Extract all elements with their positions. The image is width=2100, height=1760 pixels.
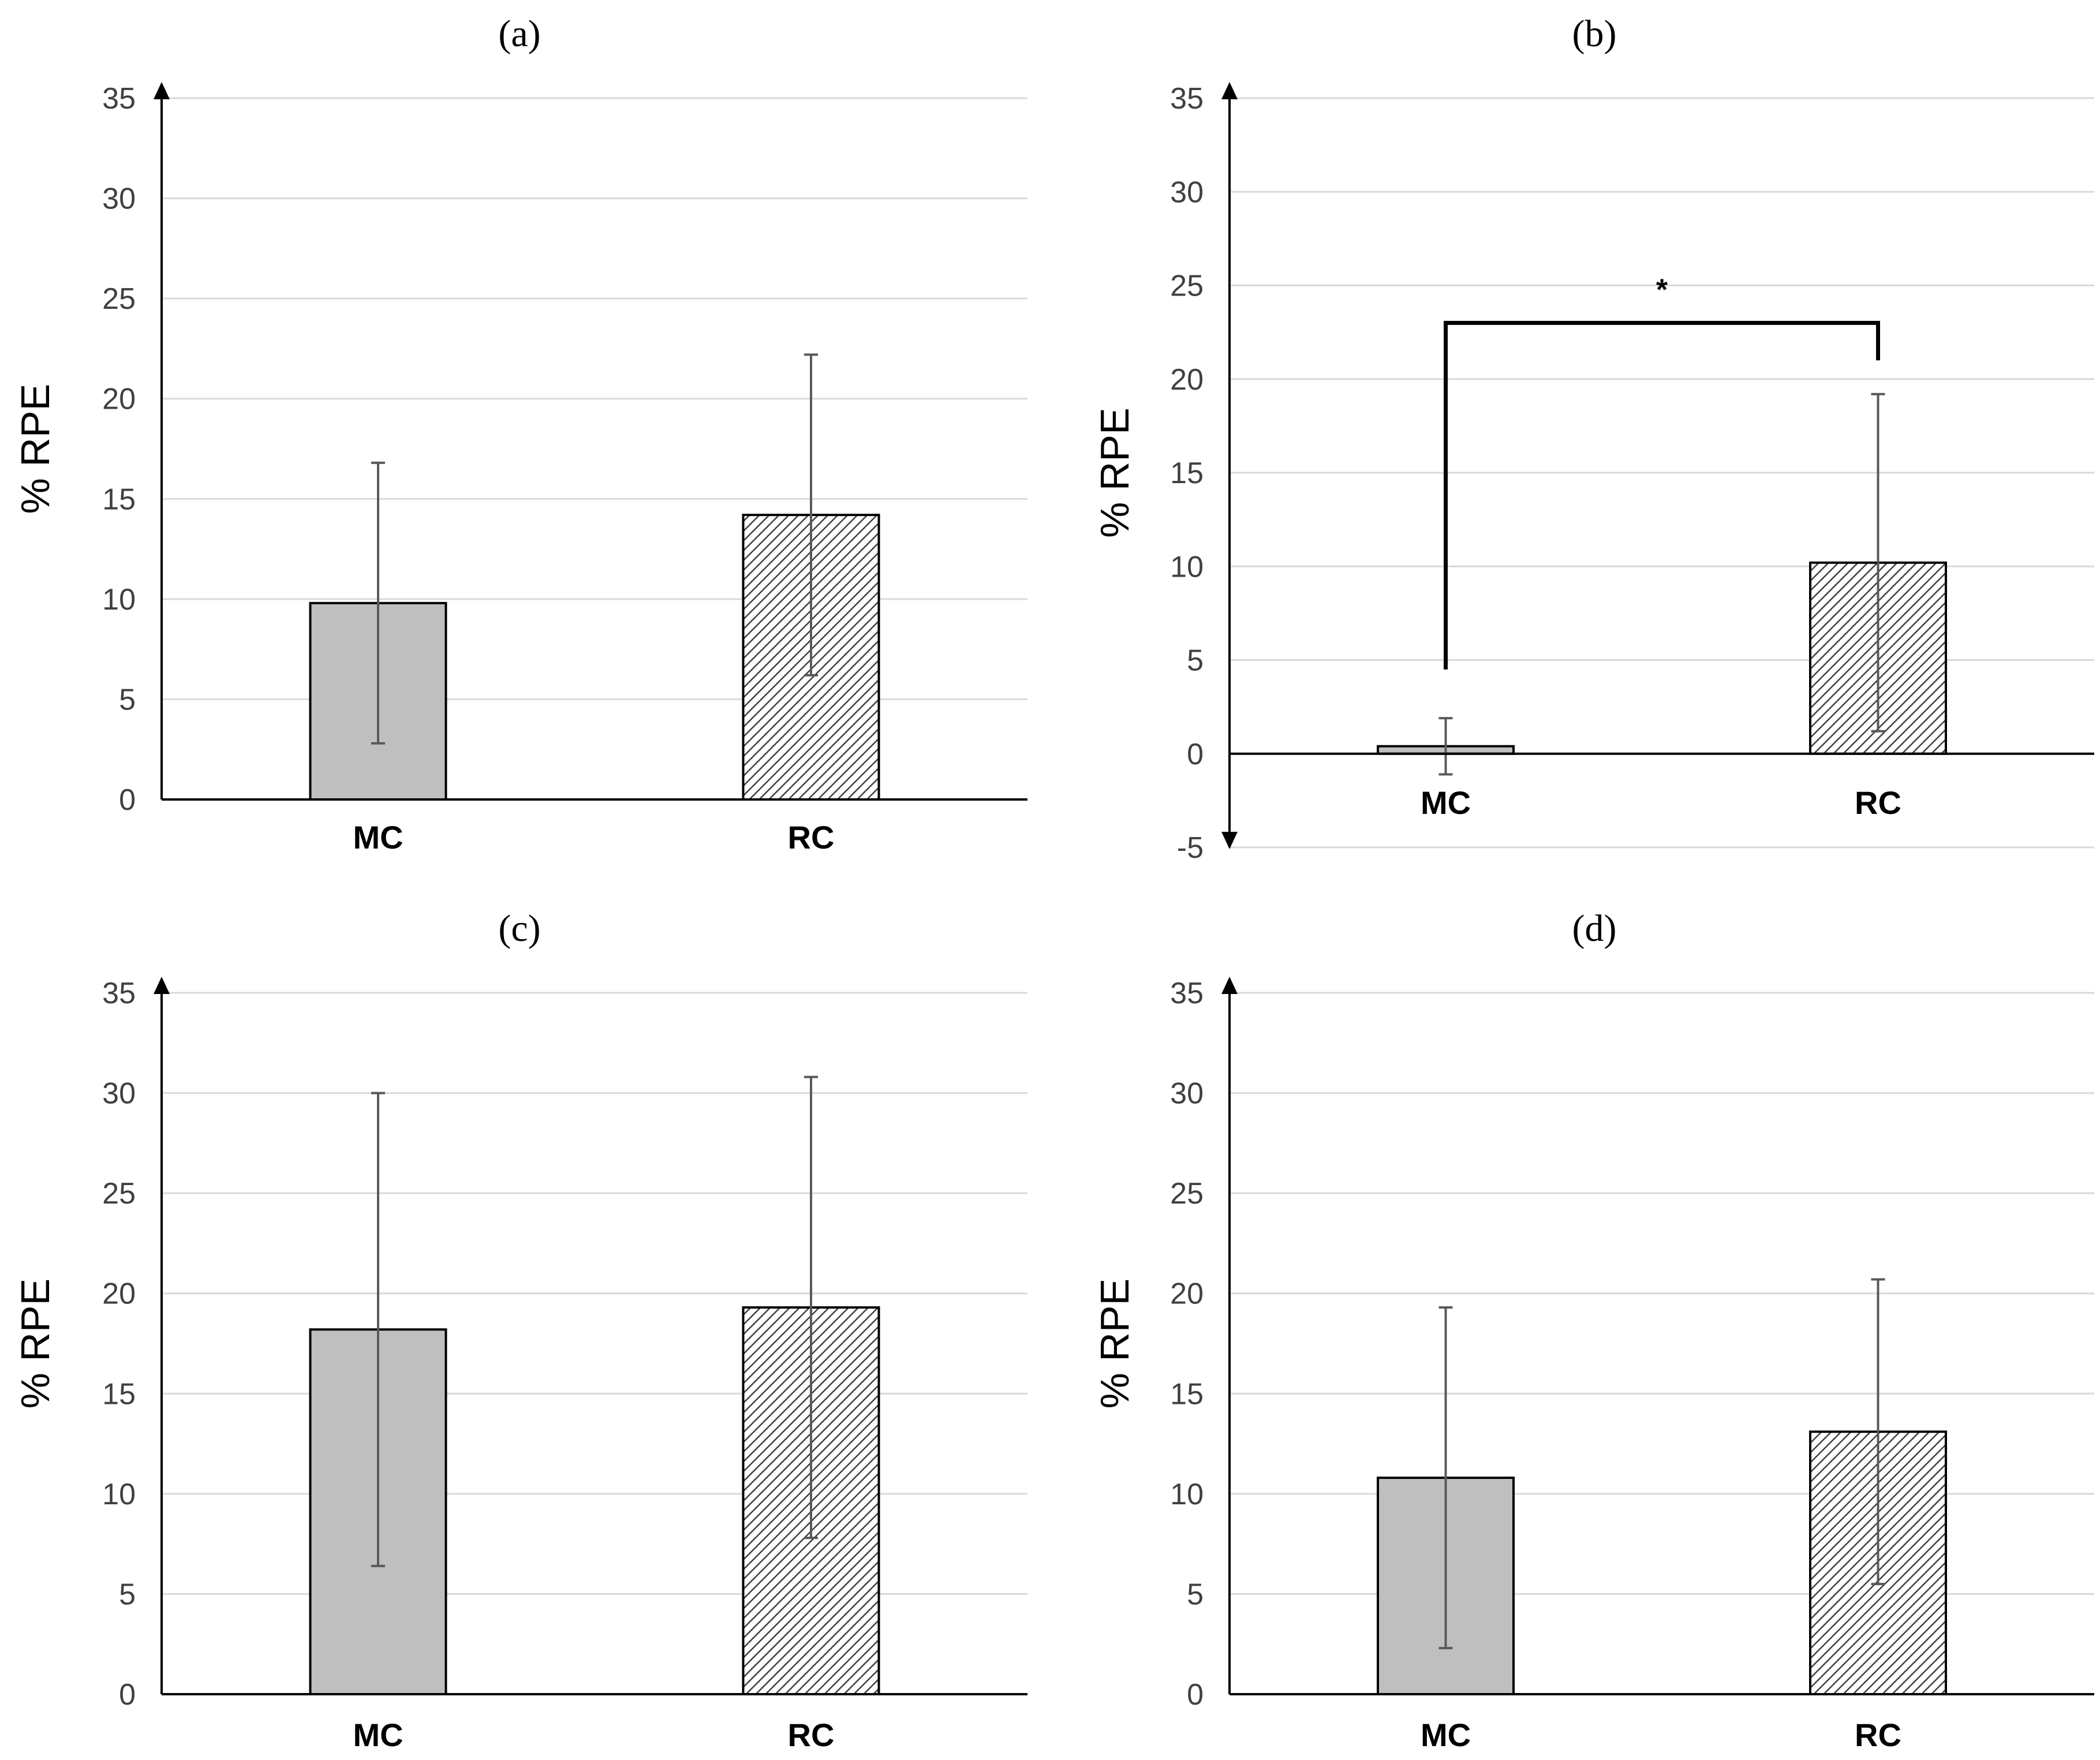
y-tick-label: 20 (1170, 1277, 1204, 1311)
panel-d: (d) 0 5 10 15 20 25 30 35 % RPE MC RC (1092, 907, 2094, 1753)
y-tick-label: 10 (1170, 550, 1204, 584)
y-tick-label: 20 (102, 1277, 136, 1311)
y-tick-label: 5 (119, 683, 136, 716)
y-tick-label: 0 (119, 783, 136, 817)
y-axis-label: % RPE (13, 384, 58, 514)
y-tick-label: 30 (1170, 1077, 1204, 1111)
x-category-label-rc: RC (788, 1717, 835, 1753)
y-axis-arrow-up (154, 82, 170, 99)
y-axis-label: % RPE (1092, 1279, 1137, 1409)
y-tick-label: 35 (102, 82, 136, 115)
x-category-label-mc: MC (353, 1717, 403, 1753)
y-axis-label: % RPE (1092, 408, 1137, 538)
y-tick-label: 25 (102, 1177, 136, 1210)
y-tick-label: 20 (1170, 363, 1204, 397)
y-tick-label: 25 (1170, 1177, 1204, 1210)
y-tick-label: 25 (1170, 270, 1204, 303)
y-tick-label: 0 (119, 1678, 136, 1712)
x-category-label-mc: MC (1421, 1717, 1471, 1753)
panel-a: (a) 0 5 10 15 20 25 30 35 % RPE MC RC (13, 13, 1027, 855)
y-tick-label: 5 (119, 1578, 136, 1611)
y-axis-arrow-down (1221, 832, 1238, 849)
y-tick-label: 35 (102, 977, 136, 1010)
y-tick-label: 10 (102, 1478, 136, 1511)
y-tick-label: 30 (1170, 175, 1204, 209)
y-axis-arrow-up (1221, 977, 1238, 994)
y-axis-label: % RPE (13, 1279, 58, 1409)
y-tick-label: 5 (1187, 644, 1204, 678)
y-tick-label: 10 (1170, 1478, 1204, 1511)
y-axis-arrow-up (1221, 82, 1238, 99)
panel-title-c: (c) (498, 907, 540, 950)
y-tick-label: 0 (1187, 1678, 1204, 1712)
x-category-label-mc: MC (353, 819, 403, 855)
panel-b: (b) -5 0 5 10 15 20 25 30 35 % RPE MC RC * (1092, 13, 2094, 865)
panel-title-d: (d) (1572, 907, 1617, 950)
x-category-label-rc: RC (1855, 1717, 1901, 1753)
y-tick-label: 15 (1170, 1377, 1204, 1411)
y-tick-label: 25 (102, 282, 136, 316)
y-tick-label: 15 (102, 1377, 136, 1411)
y-tick-label: 35 (1170, 977, 1204, 1010)
x-category-label-rc: RC (788, 819, 835, 855)
y-tick-label: -5 (1177, 831, 1204, 865)
panel-title-b: (b) (1572, 13, 1617, 55)
y-tick-label: 30 (102, 182, 136, 216)
y-tick-label: 35 (1170, 82, 1204, 115)
panel-c: (c) 0 5 10 15 20 25 30 35 % RPE MC RC (13, 907, 1027, 1753)
y-tick-label: 15 (102, 483, 136, 516)
x-category-label-rc: RC (1855, 784, 1901, 821)
significance-bracket (1444, 320, 1880, 670)
y-tick-label: 20 (102, 383, 136, 416)
y-tick-label: 0 (1187, 738, 1204, 771)
significance-marker: * (1656, 273, 1668, 307)
x-category-label-mc: MC (1421, 784, 1471, 821)
y-tick-label: 15 (1170, 457, 1204, 490)
y-tick-label: 5 (1187, 1578, 1204, 1611)
panel-title-a: (a) (498, 13, 540, 55)
y-axis-arrow-up (154, 977, 170, 994)
y-tick-label: 10 (102, 583, 136, 616)
y-tick-label: 30 (102, 1077, 136, 1111)
